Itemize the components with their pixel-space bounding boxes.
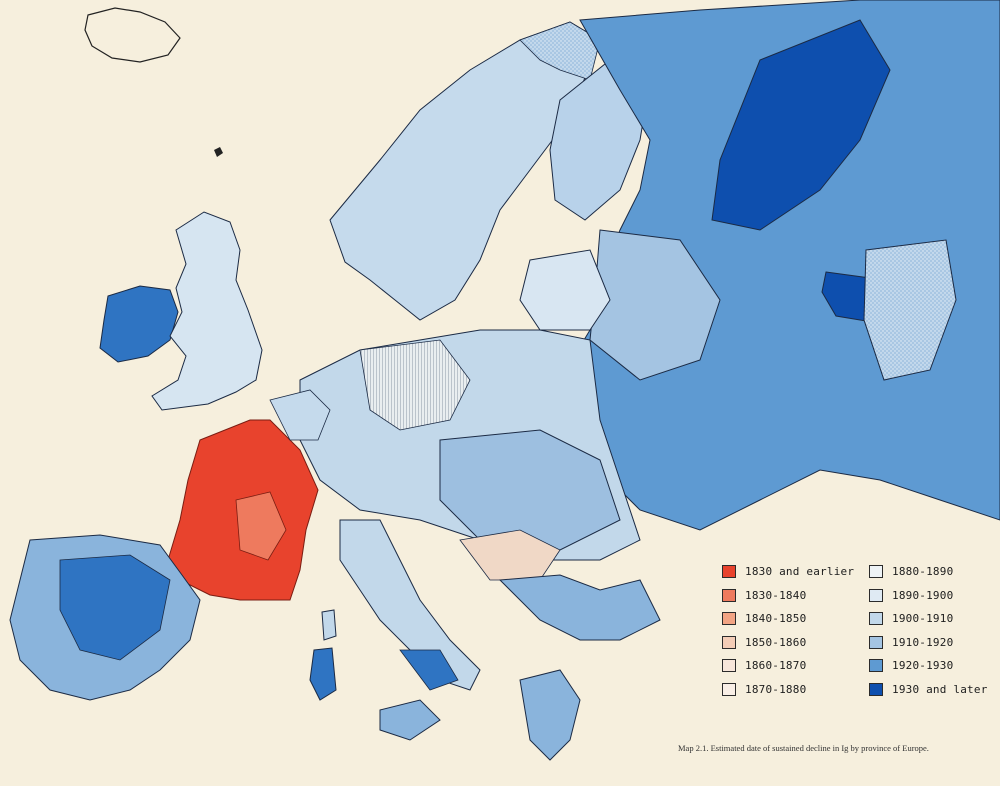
italy: [339, 519, 481, 691]
legend-swatch: [722, 659, 736, 673]
legend-item: 1910-1920: [869, 631, 1000, 655]
legend-item: 1920-1930: [869, 654, 1000, 678]
legend-swatch: [869, 565, 883, 579]
legend-swatch: [869, 588, 883, 602]
legend-item: 1840-1850: [722, 607, 857, 631]
legend-swatch: [722, 635, 736, 649]
france-light-region: [235, 491, 287, 561]
scandinavia: [329, 21, 601, 321]
belgium-netherlands: [269, 389, 331, 441]
legend-column-left: 1830 and earlier 1830-1840 1840-1850 185…: [722, 560, 857, 701]
corsica: [321, 609, 337, 641]
legend-label: 1850-1860: [745, 635, 807, 649]
russia: [559, 0, 1000, 531]
legend-swatch: [722, 682, 736, 696]
ireland: [99, 285, 179, 363]
legend-swatch: [869, 612, 883, 626]
legend-item: 1830 and earlier: [722, 560, 857, 584]
great-britain: [151, 211, 263, 411]
legend-label: 1830-1840: [745, 588, 807, 602]
iceland: [84, 7, 181, 63]
sicily: [379, 699, 441, 741]
russia-dotted-region: [863, 239, 957, 381]
legend-item: 1900-1910: [869, 607, 1000, 631]
germany-lines: [359, 339, 471, 431]
legend-label: 1860-1870: [745, 659, 807, 673]
sardinia: [309, 647, 337, 701]
balkans: [498, 574, 661, 641]
legend-label: 1880-1890: [892, 565, 954, 579]
legend-label: 1930 and later: [892, 682, 988, 696]
greece: [519, 669, 581, 761]
legend-item: 1860-1870: [722, 654, 857, 678]
legend-swatch: [869, 659, 883, 673]
legend-label: 1830 and earlier: [745, 565, 855, 579]
legend-label: 1920-1930: [892, 659, 954, 673]
balkans-light: [459, 529, 561, 581]
baltic-states: [519, 249, 611, 331]
legend: 1830 and earlier 1830-1840 1840-1850 185…: [722, 560, 992, 710]
spain-dark: [59, 554, 171, 661]
legend-item: 1930 and later: [869, 678, 1000, 702]
legend-swatch: [722, 565, 736, 579]
austria-hungary: [439, 429, 621, 551]
legend-label: 1840-1850: [745, 612, 807, 626]
map-caption: Map 2.1. Estimated date of sustained dec…: [678, 743, 929, 753]
legend-item: 1870-1880: [722, 678, 857, 702]
legend-item: 1830-1840: [722, 584, 857, 608]
legend-swatch: [722, 588, 736, 602]
legend-label: 1910-1920: [892, 635, 954, 649]
legend-column-right: 1880-1890 1890-1900 1900-1910 1910-1920 …: [869, 560, 1000, 701]
legend-swatch: [869, 635, 883, 649]
faroe-islands: [214, 147, 223, 157]
south-italy: [399, 649, 459, 691]
legend-item: 1880-1890: [869, 560, 1000, 584]
legend-swatch: [869, 682, 883, 696]
legend-label: 1900-1910: [892, 612, 954, 626]
legend-swatch: [722, 612, 736, 626]
legend-item: 1850-1860: [722, 631, 857, 655]
legend-label: 1870-1880: [745, 682, 807, 696]
russia-dark-region: [711, 19, 891, 231]
legend-item: 1890-1900: [869, 584, 1000, 608]
legend-label: 1890-1900: [892, 588, 954, 602]
